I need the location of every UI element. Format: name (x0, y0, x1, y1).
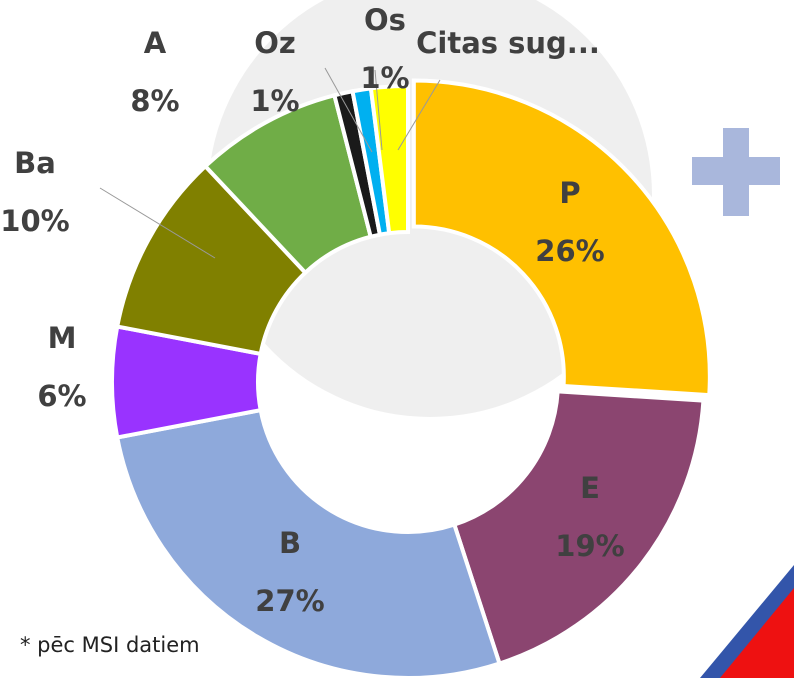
slice-value-label: 27% (255, 584, 324, 618)
slice-value-label: 26% (535, 234, 604, 268)
slice-label: Citas sug... (416, 26, 600, 60)
slice-value-label: 1% (360, 61, 409, 95)
slice-label: M (48, 321, 77, 355)
slice-label: Os (364, 3, 406, 37)
corner-shape (720, 588, 794, 678)
slice-label: P (559, 176, 580, 210)
donut-slice (451, 389, 706, 667)
slice-label: Ba (14, 146, 56, 180)
plus-icon (692, 128, 780, 216)
slice-value-label: 10% (0, 204, 69, 238)
leader-line (99, 187, 216, 259)
leader-line (397, 79, 441, 151)
donut-slice (411, 78, 712, 398)
slice-value-label: 6% (37, 379, 86, 413)
leader-line (324, 67, 373, 153)
slice-label: A (144, 26, 167, 60)
donut-slice (368, 83, 410, 236)
slice-value-label: 8% (130, 84, 179, 118)
slice-label: E (580, 471, 600, 505)
slice-value-label: 19% (555, 529, 624, 563)
leader-line (374, 69, 383, 151)
slice-value-label: 1% (250, 84, 299, 118)
slice-label: Oz (254, 26, 296, 60)
donut-slice (114, 407, 502, 678)
slice-label: B (279, 526, 301, 560)
footnote: * pēc MSI datiem (20, 633, 200, 657)
